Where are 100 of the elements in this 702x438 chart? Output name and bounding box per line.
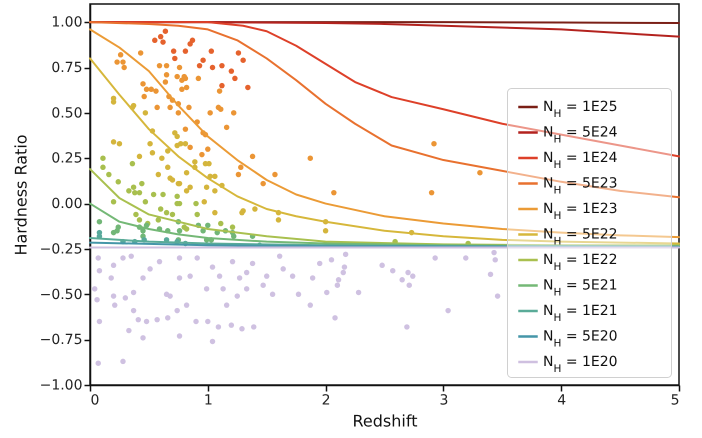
point xyxy=(158,206,164,212)
point xyxy=(212,174,218,180)
point xyxy=(196,76,202,82)
point xyxy=(184,188,190,194)
y-tick-label: −0.50 xyxy=(40,286,82,303)
point xyxy=(252,206,258,212)
point xyxy=(212,188,218,194)
point xyxy=(100,155,106,161)
point xyxy=(218,220,224,226)
point xyxy=(272,172,278,178)
point xyxy=(156,62,162,68)
point xyxy=(116,179,122,185)
x-axis-title: Redshift xyxy=(352,412,418,430)
point xyxy=(193,200,199,206)
point xyxy=(172,56,178,62)
point xyxy=(230,224,236,230)
point xyxy=(165,164,170,170)
point xyxy=(331,190,337,196)
point xyxy=(238,164,244,170)
y-tick-label: 0.50 xyxy=(51,105,82,122)
line-series xyxy=(89,202,680,248)
point xyxy=(216,88,222,94)
point xyxy=(121,64,127,70)
point xyxy=(250,154,256,160)
point xyxy=(200,58,206,63)
point xyxy=(140,81,146,87)
y-tick-label: 0.00 xyxy=(51,196,82,212)
y-tick-label: −0.75 xyxy=(40,332,82,348)
point xyxy=(164,210,170,216)
point xyxy=(164,72,170,78)
point xyxy=(186,104,192,110)
y-tick-label: 0.75 xyxy=(51,60,82,76)
point xyxy=(179,86,185,92)
point xyxy=(228,68,234,74)
point xyxy=(236,50,242,56)
point xyxy=(150,150,156,156)
legend-label: N$_{H}$ = 5E20 xyxy=(543,328,618,350)
point xyxy=(218,106,224,112)
point xyxy=(224,124,230,130)
point xyxy=(196,62,202,68)
point xyxy=(187,144,193,150)
point xyxy=(184,226,190,232)
point xyxy=(219,82,225,88)
point xyxy=(199,152,205,158)
point xyxy=(162,28,168,34)
point xyxy=(164,62,170,68)
point xyxy=(136,190,142,196)
point xyxy=(182,48,188,54)
point xyxy=(176,64,182,70)
x-tick-label: 2 xyxy=(322,392,331,408)
point xyxy=(130,184,136,190)
legend-label: N$_{H}$ = 1E24 xyxy=(543,150,618,171)
point xyxy=(142,110,148,116)
point xyxy=(106,172,112,178)
y-tick-label: −1.00 xyxy=(40,378,82,394)
point xyxy=(207,110,213,116)
point xyxy=(172,130,178,136)
point xyxy=(174,134,180,140)
point xyxy=(276,217,282,223)
point xyxy=(152,38,158,44)
point xyxy=(118,52,124,58)
point xyxy=(182,126,188,132)
point xyxy=(170,177,176,183)
point xyxy=(230,233,236,239)
point xyxy=(431,140,437,146)
line-series xyxy=(89,168,680,246)
legend-label: N$_{H}$ = 5E23 xyxy=(543,176,618,196)
point xyxy=(170,48,176,54)
point xyxy=(116,140,122,146)
point xyxy=(232,76,238,82)
point xyxy=(205,146,211,152)
point xyxy=(240,58,246,63)
point xyxy=(184,84,190,90)
point xyxy=(136,154,142,160)
point xyxy=(114,59,120,65)
point xyxy=(132,190,138,196)
point xyxy=(245,84,251,90)
point xyxy=(130,160,136,166)
point xyxy=(477,170,483,176)
point xyxy=(158,34,164,40)
point xyxy=(136,217,142,223)
x-tick-label: 1 xyxy=(204,392,213,408)
point xyxy=(187,41,193,47)
point xyxy=(174,74,180,80)
y-tick-label: −0.25 xyxy=(40,241,82,258)
point xyxy=(236,172,242,178)
point xyxy=(322,228,328,234)
legend-label: N$_{H}$ = 1E20 xyxy=(543,354,618,375)
point xyxy=(202,199,208,204)
point xyxy=(212,210,218,216)
point xyxy=(205,222,211,228)
point xyxy=(194,212,200,218)
line-series xyxy=(89,28,680,238)
point xyxy=(148,86,154,92)
x-tick-label: 0 xyxy=(90,392,100,408)
point xyxy=(160,39,166,45)
x-tick-label: 3 xyxy=(439,392,448,408)
point xyxy=(167,104,173,110)
legend-label: N$_{H}$ = 1E25 xyxy=(543,99,618,120)
point xyxy=(184,170,190,176)
